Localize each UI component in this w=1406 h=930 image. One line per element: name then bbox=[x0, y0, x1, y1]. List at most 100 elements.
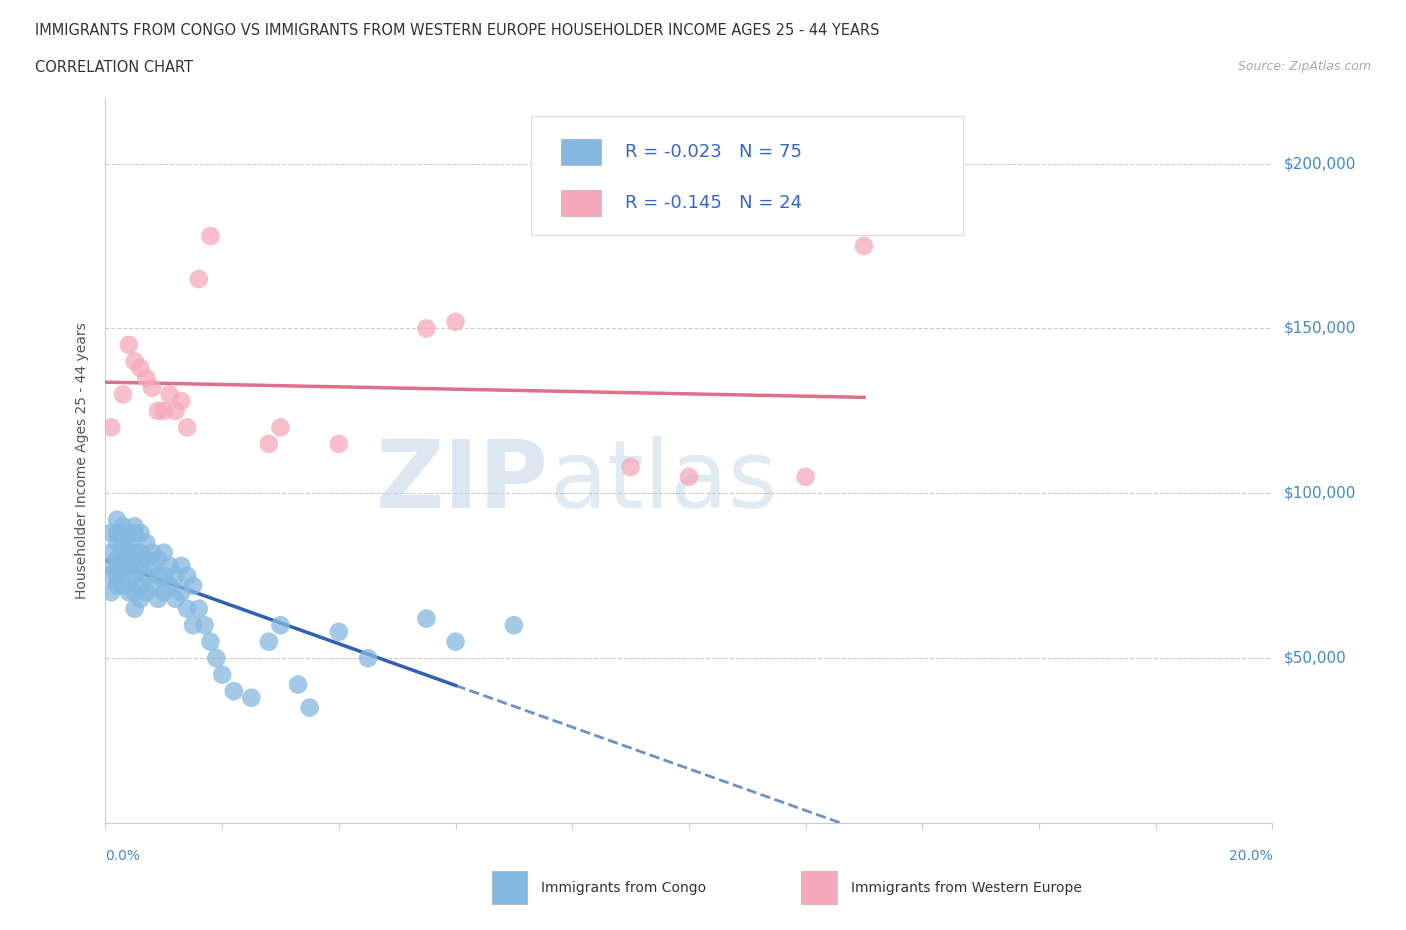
Point bbox=[105, 512, 128, 527]
Point bbox=[105, 568, 128, 583]
Point bbox=[200, 229, 222, 244]
FancyBboxPatch shape bbox=[561, 140, 602, 165]
Point bbox=[146, 404, 169, 418]
Point bbox=[170, 393, 193, 408]
Point bbox=[205, 651, 228, 666]
Point bbox=[118, 536, 141, 551]
Point bbox=[269, 420, 292, 435]
Point bbox=[129, 578, 152, 593]
Point bbox=[100, 545, 122, 560]
Text: 20.0%: 20.0% bbox=[1229, 849, 1272, 863]
Point bbox=[187, 272, 209, 286]
Point bbox=[100, 558, 122, 573]
Point bbox=[124, 602, 146, 617]
Point bbox=[129, 525, 152, 540]
Point bbox=[415, 611, 437, 626]
Text: Source: ZipAtlas.com: Source: ZipAtlas.com bbox=[1237, 60, 1371, 73]
Text: CORRELATION CHART: CORRELATION CHART bbox=[35, 60, 193, 75]
Text: 0.0%: 0.0% bbox=[105, 849, 141, 863]
Point bbox=[124, 585, 146, 600]
Point bbox=[124, 354, 146, 369]
Point bbox=[129, 361, 152, 376]
Point bbox=[118, 558, 141, 573]
Point bbox=[111, 545, 134, 560]
Text: $200,000: $200,000 bbox=[1284, 156, 1355, 171]
Point bbox=[794, 470, 817, 485]
Text: $150,000: $150,000 bbox=[1284, 321, 1355, 336]
Point bbox=[415, 321, 437, 336]
Point bbox=[124, 525, 146, 540]
Point bbox=[105, 558, 128, 573]
Point bbox=[135, 551, 157, 566]
Point bbox=[135, 370, 157, 385]
Point bbox=[444, 634, 467, 649]
Point bbox=[328, 436, 350, 451]
Point bbox=[105, 536, 128, 551]
Point bbox=[105, 551, 128, 566]
Point bbox=[124, 519, 146, 534]
Point bbox=[146, 551, 169, 566]
Point bbox=[159, 558, 181, 573]
Point bbox=[118, 545, 141, 560]
Point bbox=[100, 525, 122, 540]
Point bbox=[141, 558, 163, 573]
Point bbox=[146, 591, 169, 606]
Point bbox=[357, 651, 380, 666]
Point bbox=[105, 525, 128, 540]
Point bbox=[135, 585, 157, 600]
Point bbox=[269, 618, 292, 632]
Point bbox=[176, 568, 198, 583]
Point bbox=[135, 568, 157, 583]
Point bbox=[181, 618, 204, 632]
Point bbox=[678, 470, 700, 485]
Point bbox=[124, 568, 146, 583]
Point bbox=[111, 519, 134, 534]
FancyBboxPatch shape bbox=[531, 116, 963, 235]
Point bbox=[159, 578, 181, 593]
Text: Immigrants from Congo: Immigrants from Congo bbox=[541, 881, 706, 896]
Point bbox=[124, 558, 146, 573]
Text: $50,000: $50,000 bbox=[1284, 651, 1347, 666]
Text: IMMIGRANTS FROM CONGO VS IMMIGRANTS FROM WESTERN EUROPE HOUSEHOLDER INCOME AGES : IMMIGRANTS FROM CONGO VS IMMIGRANTS FROM… bbox=[35, 23, 880, 38]
Text: R = -0.023   N = 75: R = -0.023 N = 75 bbox=[624, 143, 801, 161]
Point bbox=[105, 578, 128, 593]
Point bbox=[118, 338, 141, 352]
Point bbox=[287, 677, 309, 692]
Point bbox=[141, 380, 163, 395]
Point bbox=[165, 591, 187, 606]
Point bbox=[129, 591, 152, 606]
Point bbox=[146, 568, 169, 583]
Point bbox=[152, 568, 174, 583]
Point bbox=[100, 568, 122, 583]
Point bbox=[852, 239, 875, 254]
Text: Immigrants from Western Europe: Immigrants from Western Europe bbox=[851, 881, 1081, 896]
Point bbox=[118, 525, 141, 540]
Point bbox=[135, 536, 157, 551]
Point bbox=[194, 618, 217, 632]
Point bbox=[111, 558, 134, 573]
Text: ZIP: ZIP bbox=[375, 436, 548, 528]
Point bbox=[118, 568, 141, 583]
Text: atlas: atlas bbox=[548, 436, 778, 528]
Point bbox=[298, 700, 321, 715]
Point bbox=[152, 404, 174, 418]
Point bbox=[240, 690, 263, 705]
Point bbox=[129, 545, 152, 560]
Point bbox=[152, 585, 174, 600]
Text: R = -0.145   N = 24: R = -0.145 N = 24 bbox=[624, 193, 801, 212]
Point bbox=[257, 634, 280, 649]
Point bbox=[176, 420, 198, 435]
Point bbox=[328, 624, 350, 639]
Point bbox=[165, 404, 187, 418]
Point bbox=[111, 387, 134, 402]
FancyBboxPatch shape bbox=[561, 190, 602, 216]
Point bbox=[111, 578, 134, 593]
Point bbox=[176, 602, 198, 617]
Point bbox=[111, 536, 134, 551]
Point bbox=[129, 558, 152, 573]
Point bbox=[187, 602, 209, 617]
Point bbox=[502, 618, 524, 632]
Text: $100,000: $100,000 bbox=[1284, 485, 1355, 501]
Y-axis label: Householder Income Ages 25 - 44 years: Householder Income Ages 25 - 44 years bbox=[76, 322, 90, 599]
Point bbox=[100, 585, 122, 600]
